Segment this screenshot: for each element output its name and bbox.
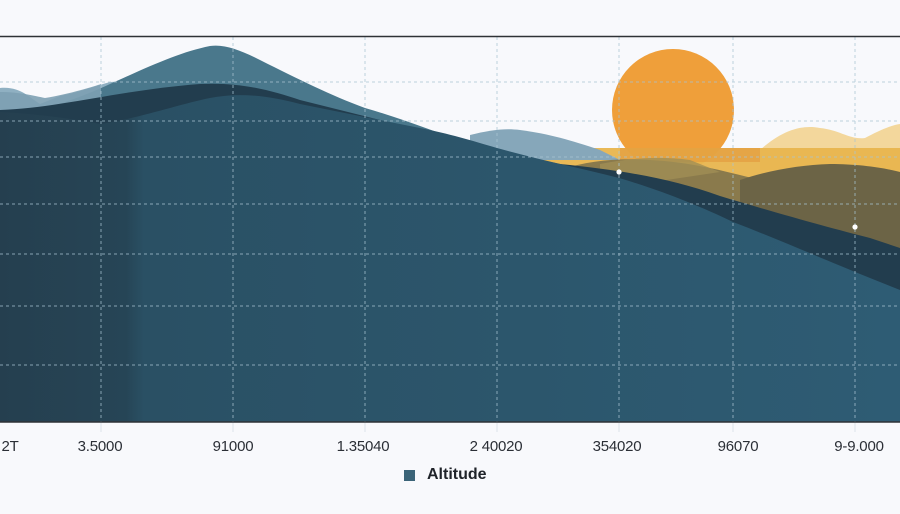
legend-label: Altitude bbox=[427, 466, 487, 483]
x-tick-label: 9-9.000 bbox=[834, 438, 884, 455]
x-tick-label: 2 40020 bbox=[469, 438, 523, 455]
legend: Altitude bbox=[404, 466, 487, 484]
data-point-marker bbox=[616, 169, 622, 175]
x-tick-label: 354020 bbox=[592, 438, 642, 455]
x-tick-label: 1.35040 bbox=[336, 438, 390, 455]
grid-lines bbox=[0, 37, 900, 422]
altitude-area bbox=[0, 95, 900, 422]
data-point-marker bbox=[852, 224, 858, 230]
legend-swatch-icon bbox=[404, 469, 415, 481]
x-tick-label: 2T bbox=[1, 438, 19, 455]
sun bbox=[612, 49, 734, 171]
x-tick-label: 91000 bbox=[212, 438, 254, 455]
x-tick-label: 3.5000 bbox=[77, 438, 123, 455]
x-tick-label: 96070 bbox=[717, 438, 759, 455]
